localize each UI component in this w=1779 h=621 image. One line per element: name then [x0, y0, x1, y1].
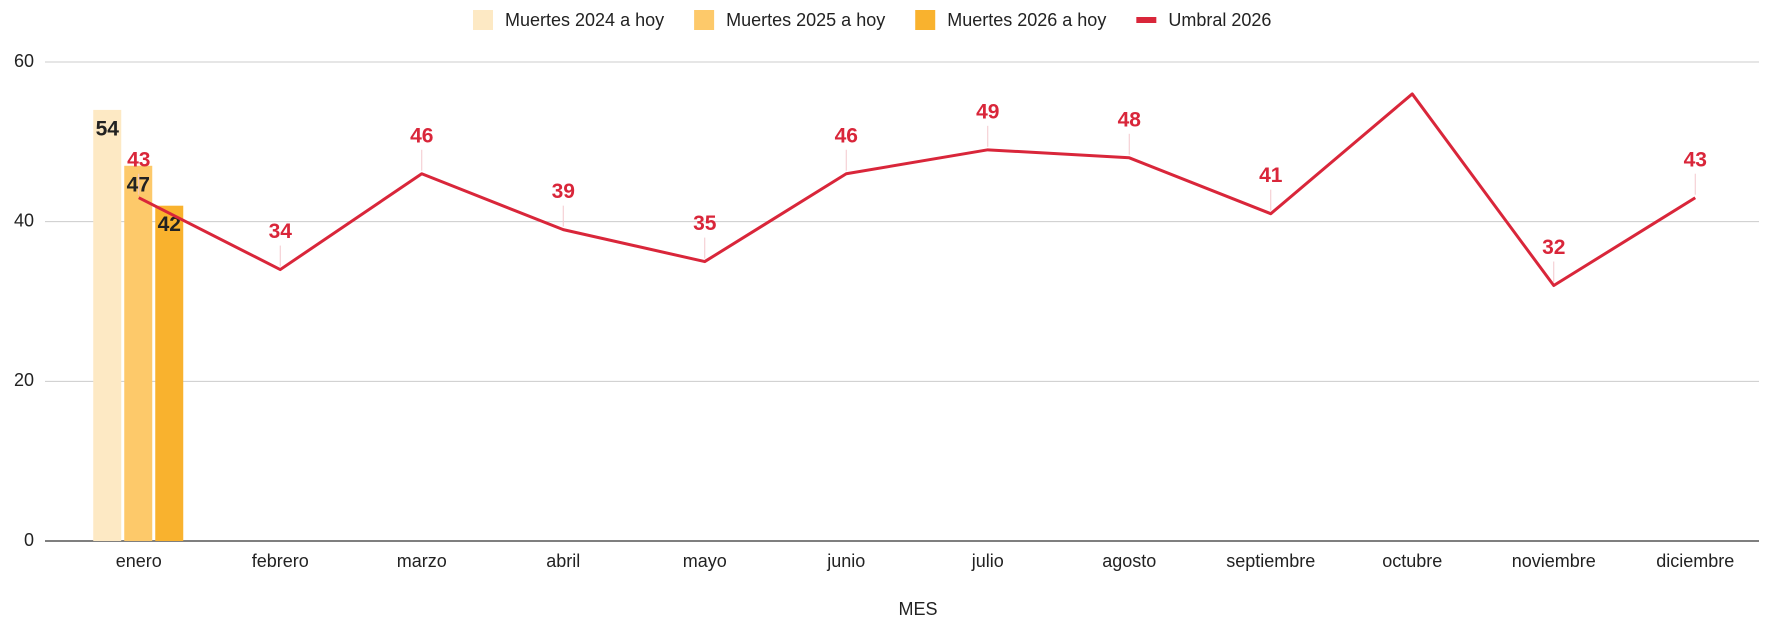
x-axis-label: MES	[898, 599, 937, 619]
legend-swatch	[473, 10, 493, 30]
legend-swatch	[1136, 17, 1157, 23]
line-data-label: 48	[1118, 108, 1142, 131]
x-tick-label: enero	[116, 551, 162, 571]
legend-label: Muertes 2024 a hoy	[505, 10, 664, 30]
line-data-label: 43	[1684, 148, 1707, 171]
y-tick-label: 20	[14, 370, 34, 390]
legend-swatch	[915, 10, 936, 30]
legend-label: Muertes 2026 a hoy	[947, 10, 1106, 30]
x-tick-label: junio	[826, 551, 865, 571]
line-data-label: 39	[552, 180, 575, 203]
x-tick-label: octubre	[1382, 551, 1442, 571]
legend-swatch	[694, 10, 715, 30]
legend-label: Umbral 2026	[1168, 10, 1271, 30]
line-data-label: 41	[1259, 164, 1283, 187]
y-tick-label: 0	[24, 530, 34, 550]
x-tick-label: septiembre	[1226, 551, 1315, 571]
x-tick-label: noviembre	[1512, 551, 1596, 571]
line-data-label: 46	[835, 124, 858, 147]
x-tick-label: febrero	[252, 551, 309, 571]
line-data-label: 32	[1542, 236, 1565, 259]
line-data-label: 46	[410, 124, 433, 147]
x-tick-label: julio	[971, 551, 1004, 571]
bar	[155, 205, 184, 541]
line-data-label: 43	[127, 148, 150, 171]
x-tick-label: mayo	[683, 551, 727, 571]
bar	[93, 109, 122, 542]
x-tick-label: marzo	[397, 551, 447, 571]
y-tick-label: 60	[14, 51, 34, 71]
legend-label: Muertes 2025 a hoy	[726, 10, 885, 30]
x-tick-label: abril	[546, 551, 580, 571]
line-data-label: 34	[269, 220, 293, 243]
x-tick-label: agosto	[1102, 551, 1156, 571]
line-data-label: 49	[976, 100, 999, 123]
line-data-label: 35	[693, 212, 717, 235]
bar	[124, 165, 153, 542]
bar-data-label: 54	[96, 117, 120, 140]
bar-data-label: 42	[158, 213, 181, 236]
line	[138, 92, 1697, 288]
x-tick-label: diciembre	[1656, 551, 1734, 571]
y-tick-label: 40	[14, 210, 34, 230]
